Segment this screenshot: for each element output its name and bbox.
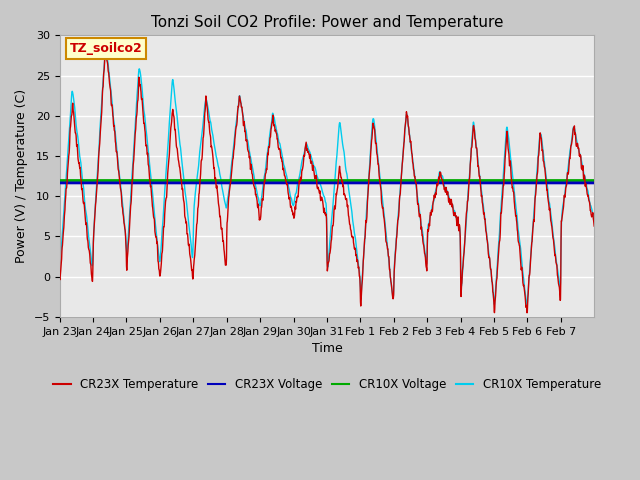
Text: TZ_soilco2: TZ_soilco2	[70, 42, 143, 55]
Title: Tonzi Soil CO2 Profile: Power and Temperature: Tonzi Soil CO2 Profile: Power and Temper…	[150, 15, 503, 30]
Y-axis label: Power (V) / Temperature (C): Power (V) / Temperature (C)	[15, 89, 28, 263]
X-axis label: Time: Time	[312, 342, 342, 355]
Legend: CR23X Temperature, CR23X Voltage, CR10X Voltage, CR10X Temperature: CR23X Temperature, CR23X Voltage, CR10X …	[48, 373, 605, 396]
